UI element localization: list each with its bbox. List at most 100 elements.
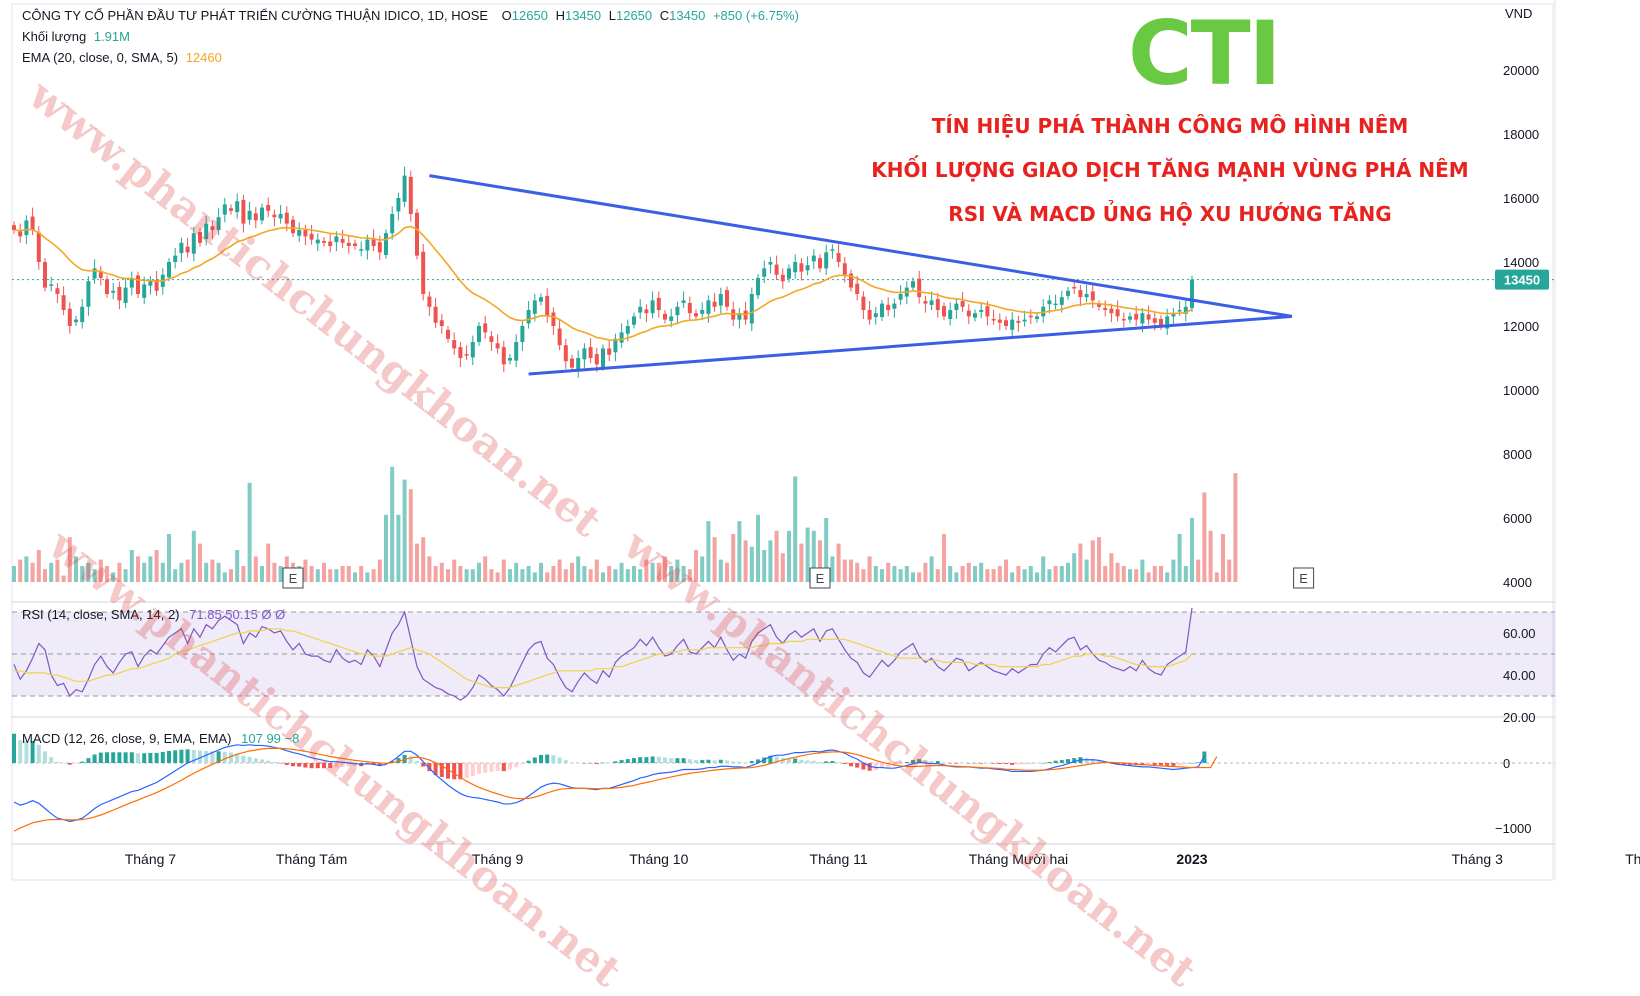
- volume-bar: [1196, 559, 1201, 582]
- volume-bar: [495, 572, 500, 582]
- candle-body: [1109, 308, 1114, 314]
- candle-body: [1171, 313, 1176, 317]
- candle-body: [396, 198, 401, 212]
- volume-bar: [241, 566, 246, 582]
- volume-bar: [1022, 569, 1027, 582]
- candle-body: [818, 258, 822, 269]
- candle-body: [12, 225, 16, 230]
- candle-body: [539, 297, 543, 302]
- volume-bar: [563, 569, 568, 582]
- candle-body: [1035, 316, 1039, 319]
- macd-histogram-bar: [396, 758, 401, 763]
- chart-canvas[interactable]: E E E VND 10000 12000 14000 16000 18000 20000 4000…: [0, 0, 1640, 924]
- volume-bar: [210, 559, 215, 582]
- candle-body: [1028, 315, 1033, 318]
- macd-histogram-bar: [1090, 759, 1095, 763]
- volume-bar: [694, 550, 698, 582]
- macd-histogram-bar: [973, 763, 977, 764]
- candle-body: [148, 281, 153, 286]
- macd-histogram-bar: [948, 763, 953, 764]
- macd-histogram-bar: [1152, 763, 1157, 765]
- price-axis-tick: 12000: [1503, 319, 1539, 334]
- volume-bar: [216, 562, 221, 582]
- volume-bar: [756, 514, 760, 582]
- ema-line: [13, 225, 1193, 341]
- macd-histogram-bar: [508, 763, 512, 770]
- macd-histogram-bar: [483, 763, 488, 773]
- macd-histogram-bar: [700, 760, 705, 763]
- volume-bar: [1035, 572, 1039, 582]
- macd-histogram-bar: [737, 761, 742, 763]
- macd-histogram-bar: [625, 759, 630, 763]
- volume-bar: [136, 556, 140, 582]
- candle-body: [61, 295, 66, 310]
- volume-bar: [1140, 559, 1145, 582]
- volume-bar: [433, 566, 438, 582]
- volume-bar: [390, 466, 395, 582]
- symbol-title: CÔNG TY CỔ PHẦN ĐẦU TƯ PHÁT TRIỂN CƯỜNG …: [22, 8, 489, 23]
- macd-histogram-bar: [111, 752, 116, 763]
- volume-bar: [1152, 566, 1157, 582]
- ohlc-open: 12650: [511, 8, 548, 23]
- candle-body: [1078, 290, 1083, 298]
- candle-body: [793, 262, 798, 273]
- macd-histogram-bar: [923, 760, 928, 763]
- volume-bar: [855, 562, 860, 582]
- macd-histogram-bar: [1196, 762, 1201, 763]
- candle-body: [625, 326, 630, 334]
- candle-body: [880, 303, 884, 318]
- time-axis-label: Tháng 4: [1625, 851, 1640, 867]
- candle-body: [67, 308, 72, 326]
- rsi-band: [12, 612, 1555, 696]
- macd-histogram-bar: [55, 761, 60, 763]
- volume-bar: [415, 543, 419, 582]
- candle-body: [935, 299, 940, 310]
- note-line-2: KHỐI LƯỢNG GIAO DỊCH TĂNG MẠNH VÙNG PHÁ …: [871, 158, 1469, 182]
- last-price-label: 13450: [1495, 269, 1549, 290]
- ohlc-high-label: H: [555, 8, 565, 23]
- macd-signal-line: [13, 747, 1218, 832]
- volume-bar: [898, 569, 903, 582]
- candle-body: [340, 238, 345, 243]
- candle-body: [545, 295, 550, 317]
- volume-bar: [278, 566, 283, 582]
- macd-histogram-bar: [880, 763, 884, 769]
- volume-bar: [464, 569, 469, 582]
- candle-body: [80, 306, 85, 323]
- candle-body: [942, 306, 946, 317]
- candle-body: [861, 296, 866, 310]
- candle-body: [1084, 294, 1089, 298]
- candle-body: [768, 262, 773, 265]
- volume-bar: [923, 562, 928, 582]
- volume-bar: [681, 566, 686, 582]
- volume-bar: [985, 569, 990, 582]
- candle-body: [694, 313, 698, 317]
- wedge-upper-trendline: [429, 174, 1293, 318]
- candle-body: [985, 306, 990, 317]
- candle-body: [557, 328, 562, 346]
- macd-histogram-bar: [1165, 763, 1170, 766]
- macd-histogram-bar: [427, 763, 432, 772]
- macd-histogram-bar: [607, 762, 612, 764]
- candle-body: [129, 278, 134, 288]
- volume-bar: [687, 569, 692, 582]
- candle-body: [1165, 316, 1170, 329]
- macd-histogram-bar: [873, 763, 878, 771]
- macd-histogram-bar: [377, 763, 382, 766]
- candle-body: [167, 262, 171, 278]
- macd-histogram-bar: [935, 761, 940, 763]
- candle-body: [421, 251, 426, 294]
- volume-bar: [185, 559, 190, 582]
- macd-histogram-bar: [954, 763, 959, 764]
- volume-bar: [712, 537, 717, 582]
- note-line-1: TÍN HIỆU PHÁ THÀNH CÔNG MÔ HÌNH NÊM: [931, 114, 1409, 138]
- macd-histogram-bar: [526, 760, 531, 763]
- volume-bar: [470, 569, 475, 582]
- candle-body: [154, 279, 159, 291]
- volume-bar: [849, 559, 853, 582]
- candle-body: [1066, 290, 1070, 296]
- macd-histogram-bar: [1084, 758, 1089, 763]
- candle-body: [291, 219, 295, 234]
- volume-bar: [1183, 566, 1188, 582]
- candle-body: [272, 214, 277, 218]
